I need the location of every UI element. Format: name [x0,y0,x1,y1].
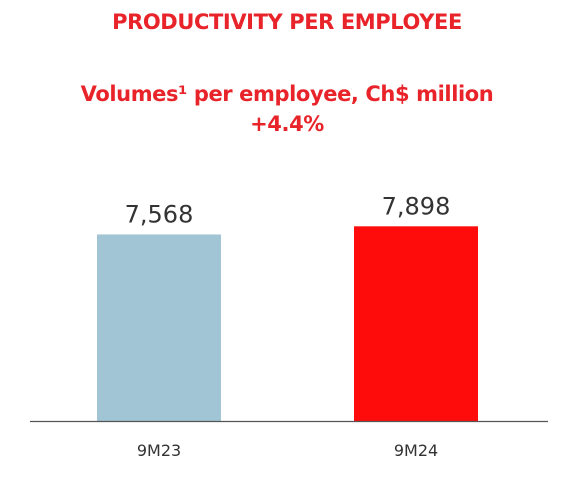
value-label-9M23: 7,568 [125,200,194,228]
chart-subtitle: Volumes¹ per employee, Ch$ million +4.4% [0,79,574,139]
chart-title: PRODUCTIVITY PER EMPLOYEE [112,10,462,34]
subtitle-units: Volumes¹ per employee, Ch$ million [80,82,494,106]
growth-annotation: +4.4% [250,112,324,136]
bar-9M23 [97,234,221,421]
bar-9M24 [354,226,478,421]
value-label-9M24: 7,898 [382,192,451,220]
category-label-9M24: 9M24 [394,441,438,460]
category-label-9M23: 9M23 [137,441,181,460]
